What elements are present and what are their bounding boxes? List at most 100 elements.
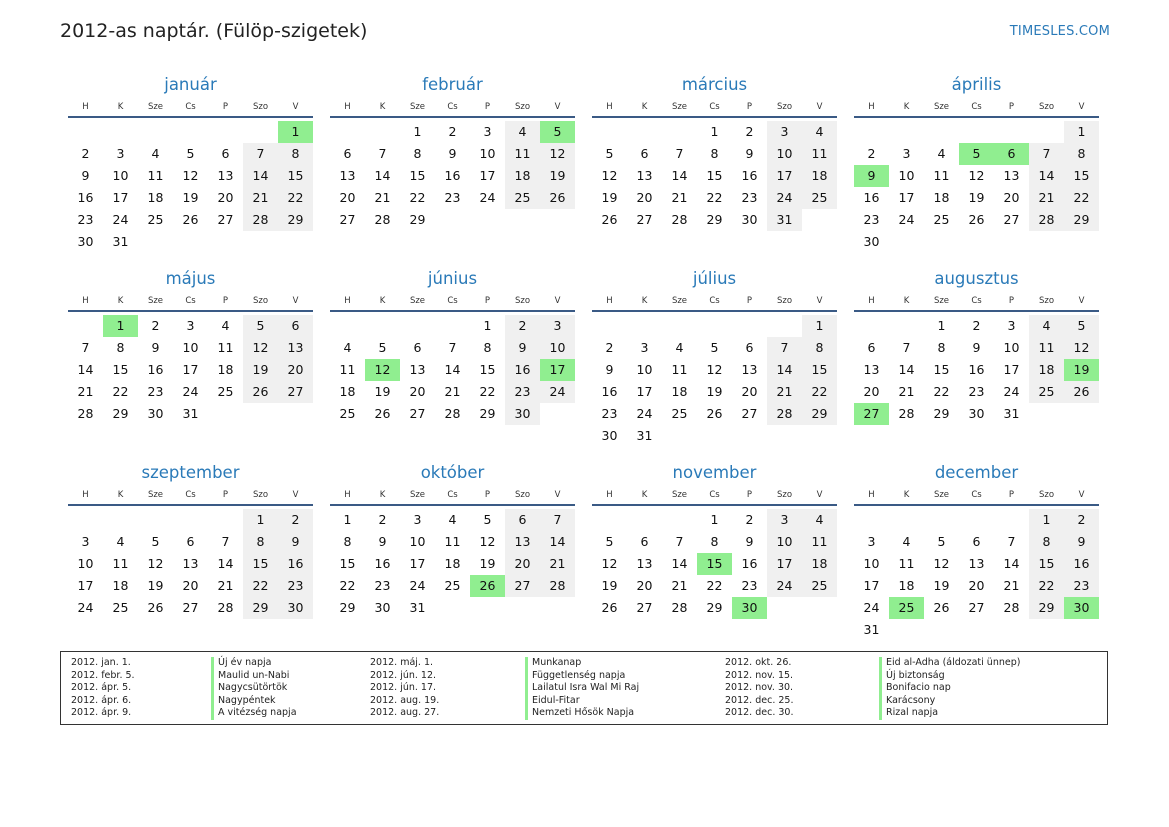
day-cell: 15 (1064, 165, 1099, 187)
day-cell: 30 (601, 428, 618, 443)
day-cell: 15 (339, 556, 356, 571)
day-cell: 14 (671, 556, 688, 571)
day-cell: 1 (802, 315, 837, 337)
weekday-label: Szo (252, 490, 269, 500)
day-cell: 19 (968, 190, 985, 205)
day-grid: 1 2 3 4 5 6 7 8 9 10 11 12 13 14 15 16 17 18 19 20 21 22 23 24 2… (68, 121, 313, 253)
day-cell: 15 (1029, 553, 1064, 575)
legend-dates-column: 2012. máj. 1. 2012. jún. 12. 2012. jún. 17… (370, 657, 439, 720)
day-grid: 1 2 3 4 5 6 7 8 9 10 11 12 13 14 15 16 17 18 19 20 21 22 23 24 2… (592, 509, 837, 619)
day-cell: 24 (112, 212, 129, 227)
weekday-label: Szo (1038, 102, 1055, 112)
day-cell: 13 (863, 362, 880, 377)
empty-cell (103, 509, 138, 531)
empty-cell (889, 509, 924, 531)
day-cell: 6 (278, 315, 313, 337)
empty-cell (889, 121, 924, 143)
day-cell: 22 (802, 381, 837, 403)
day-cell: 5 (483, 512, 492, 527)
day-cell: 21 (374, 190, 391, 205)
day-cell: 10 (767, 531, 802, 553)
day-cell: 10 (77, 556, 94, 571)
day-cell: 30 (278, 597, 313, 619)
weekday-label: H (606, 490, 613, 500)
legend-names-column: Eid al-Adha (áldozati ünnep) Új biztonság… (879, 657, 1020, 720)
weekday-label: K (117, 102, 124, 112)
day-cell: 20 (505, 553, 540, 575)
day-cell: 11 (802, 531, 837, 553)
day-cell: 23 (374, 578, 391, 593)
day-cell: 13 (339, 168, 356, 183)
weekday-label: P (1008, 490, 1015, 500)
day-cell: 17 (409, 556, 426, 571)
day-cell: 9 (745, 146, 754, 161)
weekday-label: K (379, 490, 386, 500)
day-cell: 26 (601, 600, 618, 615)
legend-holiday-name: Új biztonság (886, 669, 945, 681)
day-cell: 21 (898, 384, 915, 399)
month-name: április (951, 75, 1002, 94)
day-cell: 31 (112, 234, 129, 249)
day-cell: 18 (1029, 359, 1064, 381)
day-cell: 14 (540, 531, 575, 553)
empty-cell (924, 509, 959, 531)
holiday-day: 17 (540, 359, 575, 381)
day-cell: 8 (116, 340, 125, 355)
holiday-day: 27 (854, 403, 889, 425)
weekday-label: V (1078, 296, 1085, 306)
weekday-label: V (292, 296, 299, 306)
holiday-day: 30 (732, 597, 767, 619)
empty-cell (208, 509, 243, 531)
day-cell: 1 (413, 124, 422, 139)
day-cell: 20 (409, 384, 426, 399)
day-cell: 9 (745, 534, 754, 549)
day-cell: 17 (1003, 362, 1020, 377)
weekday-label: K (903, 490, 910, 500)
day-cell: 22 (243, 575, 278, 597)
day-cell: 29 (479, 406, 496, 421)
weekday-label: Szo (776, 296, 793, 306)
day-cell: 22 (278, 187, 313, 209)
empty-cell (732, 315, 767, 337)
weekday-label: H (82, 296, 89, 306)
day-cell: 18 (444, 556, 461, 571)
day-cell: 12 (243, 337, 278, 359)
day-cell: 28 (671, 600, 688, 615)
weekday-label: Cs (185, 296, 196, 306)
day-cell: 25 (147, 212, 164, 227)
month-name: október (420, 463, 485, 482)
site-link[interactable]: TIMESLES.COM (1009, 24, 1110, 39)
legend-holiday-name: Eidul-Fitar (532, 694, 580, 706)
day-cell: 3 (483, 124, 492, 139)
day-cell: 26 (147, 600, 164, 615)
day-cell: 10 (479, 146, 496, 161)
day-cell: 13 (741, 362, 758, 377)
day-cell: 3 (767, 121, 802, 143)
legend-holiday-name: Lailatul Isra Wal Mi Raj (532, 682, 640, 694)
day-cell: 16 (444, 168, 461, 183)
day-cell: 2 (378, 512, 387, 527)
day-cell: 18 (217, 362, 234, 377)
day-cell: 7 (675, 534, 684, 549)
day-cell: 14 (671, 168, 688, 183)
day-cell: 2 (605, 340, 614, 355)
weekday-label: Cs (709, 296, 720, 306)
weekday-header: H K Sze Cs P Szo V (330, 292, 575, 312)
empty-cell (994, 121, 1029, 143)
day-cell: 31 (182, 406, 199, 421)
day-cell: 12 (601, 168, 618, 183)
weekday-label: V (292, 490, 299, 500)
day-cell: 25 (802, 187, 837, 209)
day-cell: 31 (636, 428, 653, 443)
legend-holiday-name: Maulid un-Nabi (218, 669, 290, 681)
legend-date: 2012. dec. 25. (725, 694, 794, 706)
weekday-label: P (484, 102, 491, 112)
day-cell: 14 (243, 165, 278, 187)
day-cell: 1 (937, 318, 946, 333)
weekday-label: Szo (776, 102, 793, 112)
legend-holiday-name: Nagycsütörtök (218, 682, 288, 694)
weekday-label: H (344, 296, 351, 306)
holiday-legend: 2012. jan. 1. 2012. febr. 5. 2012. ápr. 5.… (60, 651, 1108, 725)
day-cell: 16 (863, 190, 880, 205)
day-grid: 1 2 3 4 5 6 7 8 9 10 11 12 13 14 15 16 17 18 19 20 21 22 23 24 2… (330, 121, 575, 231)
